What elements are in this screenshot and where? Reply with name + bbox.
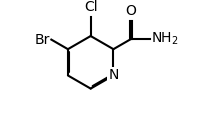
Text: NH$_2$: NH$_2$ xyxy=(151,31,178,47)
Text: Cl: Cl xyxy=(84,0,97,14)
Text: Br: Br xyxy=(34,33,50,47)
Text: N: N xyxy=(108,68,119,82)
Text: O: O xyxy=(126,4,136,18)
